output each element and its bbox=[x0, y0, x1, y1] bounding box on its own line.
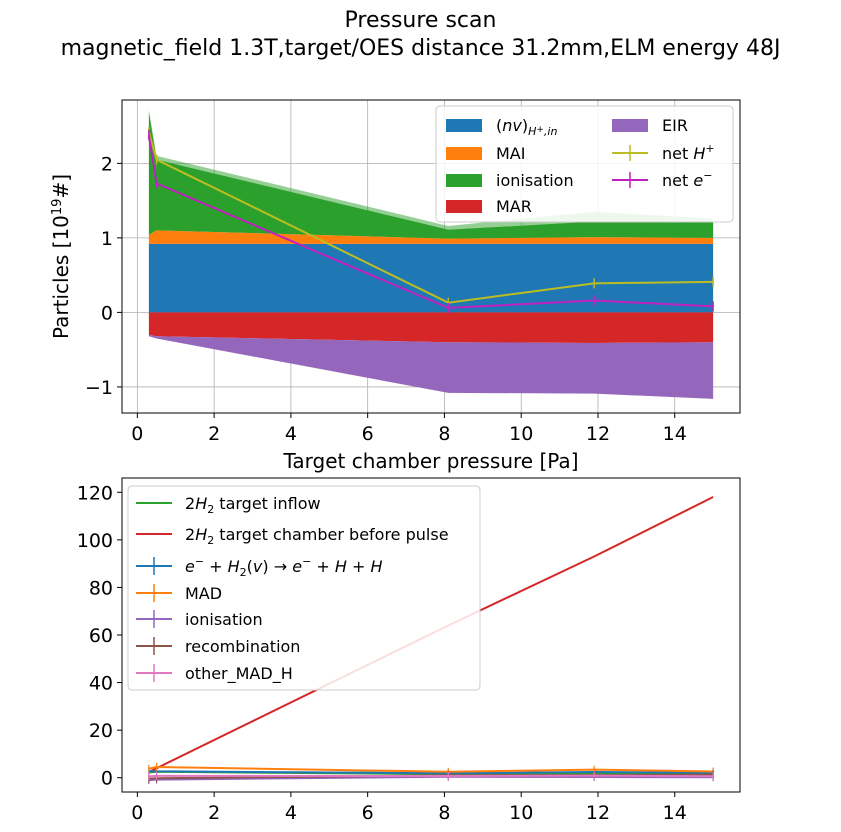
y-tick-label: 2 bbox=[101, 153, 113, 175]
x-tick-label: 2 bbox=[208, 423, 220, 445]
y-tick-label: −1 bbox=[85, 377, 113, 399]
x-tick-label: 0 bbox=[131, 423, 143, 445]
figure-subtitle: magnetic_field 1.3T,target/OES distance … bbox=[60, 36, 781, 61]
area-eir bbox=[148, 334, 714, 399]
x-tick-label: 12 bbox=[586, 423, 610, 445]
figure-title: Pressure scan bbox=[344, 8, 497, 33]
top-legend: (nv)H+,in MAI ionisation MAR EIR net H+ net e− bbox=[435, 105, 734, 223]
legend-box bbox=[127, 485, 481, 691]
bottom-axes: 0 2 4 6 8 10 12 14 0 20 40 60 80 100 120 2H2 target inf… bbox=[77, 477, 741, 824]
y-tick-label: 0 bbox=[101, 768, 113, 790]
legend-label: other_MAD_H bbox=[185, 664, 293, 684]
legend-label: ionisation bbox=[185, 610, 263, 629]
x-tick-label: 4 bbox=[285, 802, 297, 824]
x-tick-label: 14 bbox=[663, 423, 687, 445]
x-tick-label: 0 bbox=[131, 802, 143, 824]
area-mar bbox=[148, 312, 714, 343]
legend-label: e− + H2(v) → e− + H + H bbox=[185, 555, 383, 579]
x-axis-label: Target chamber pressure [Pa] bbox=[283, 449, 579, 473]
legend-box bbox=[435, 105, 734, 223]
legend-label: 2H2 target chamber before pulse bbox=[185, 525, 449, 547]
legend-label: MAI bbox=[496, 144, 525, 163]
x-tick-label: 8 bbox=[438, 423, 450, 445]
legend-label: ionisation bbox=[496, 171, 574, 190]
y-tick-label: 60 bbox=[89, 625, 113, 647]
legend-swatch bbox=[446, 147, 482, 160]
area-ionisation bbox=[148, 111, 714, 239]
x-tick-label: 6 bbox=[362, 802, 374, 824]
axes-frame bbox=[121, 99, 741, 414]
legend-label: recombination bbox=[185, 637, 300, 656]
x-tick-label: 4 bbox=[285, 423, 297, 445]
bottom-legend: 2H2 target inflow 2H2 target chamber befo… bbox=[127, 485, 481, 691]
x-tick-label: 14 bbox=[663, 802, 687, 824]
x-tick-label: 6 bbox=[362, 423, 374, 445]
y-axis-label: Particles [1019#] bbox=[49, 174, 73, 339]
legend-label: net e− bbox=[662, 169, 712, 190]
legend-swatch bbox=[446, 174, 482, 187]
y-tick-label: 40 bbox=[89, 673, 113, 695]
x-tick-label: 12 bbox=[586, 802, 610, 824]
legend-label: (nv)H+,in bbox=[496, 116, 557, 138]
legend-swatch bbox=[446, 200, 482, 213]
x-tick-label: 8 bbox=[438, 802, 450, 824]
y-tick-label: 80 bbox=[89, 577, 113, 599]
legend-label: EIR bbox=[662, 116, 688, 135]
y-tick-label: 100 bbox=[77, 530, 113, 552]
y-tick-label: 20 bbox=[89, 720, 113, 742]
x-tick-label: 10 bbox=[509, 802, 533, 824]
legend-label: 2H2 target inflow bbox=[185, 494, 321, 516]
y-tick-label: 1 bbox=[101, 228, 113, 250]
legend-label: net H+ bbox=[662, 142, 715, 163]
x-tick-label: 2 bbox=[208, 802, 220, 824]
x-tick-label: 10 bbox=[509, 423, 533, 445]
legend-label: MAR bbox=[496, 197, 532, 216]
y-tick-label: 120 bbox=[77, 482, 113, 504]
legend-swatch bbox=[446, 119, 482, 132]
series-line bbox=[148, 774, 714, 778]
legend-swatch bbox=[612, 119, 648, 132]
area-nvhin bbox=[148, 243, 714, 313]
legend-label: MAD bbox=[185, 584, 222, 603]
y-tick-label: 0 bbox=[101, 302, 113, 324]
